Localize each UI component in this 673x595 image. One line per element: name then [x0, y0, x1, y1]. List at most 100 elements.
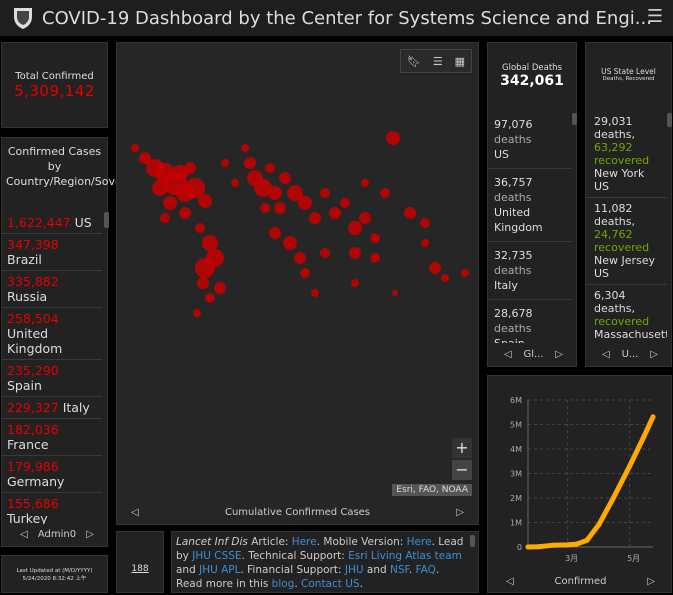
case-bubble[interactable] — [386, 131, 400, 145]
case-bubble[interactable] — [221, 159, 229, 167]
case-bubble[interactable] — [370, 253, 380, 263]
confirmed-list[interactable]: 1,622,447 US 347,398 Brazil 335,882 Russia… — [2, 212, 102, 526]
nsf-link[interactable]: NSF — [389, 564, 409, 576]
case-bubble[interactable] — [244, 157, 256, 169]
case-bubble[interactable] — [349, 247, 361, 259]
country-list-item[interactable]: 347,398 Brazil — [2, 234, 102, 271]
case-bubble[interactable] — [404, 207, 416, 219]
scrollbar[interactable] — [104, 212, 109, 228]
deaths-list[interactable]: 97,076 deaths US 36,757 deaths United Kingd… — [488, 111, 572, 343]
death-list-item[interactable]: 28,678 deathsSpain — [488, 300, 572, 343]
case-bubble[interactable] — [193, 309, 201, 317]
prev-arrow-icon[interactable]: ◁ — [506, 575, 514, 587]
country-list-item[interactable]: 235,290 Spain — [2, 360, 102, 397]
case-bubble[interactable] — [265, 163, 275, 173]
case-bubble[interactable] — [351, 279, 359, 287]
case-bubble[interactable] — [429, 262, 441, 274]
case-bubble[interactable] — [320, 188, 330, 198]
grid-icon[interactable]: ▦ — [454, 54, 466, 68]
esri-link[interactable]: Esri Living Atlas team — [348, 550, 462, 562]
jhu-apl-link[interactable]: JHU APL — [199, 564, 241, 576]
us-state-list[interactable]: 29,031 deaths, 63,292 recovered New York … — [586, 111, 667, 343]
prev-arrow-icon[interactable]: ◁ — [504, 348, 512, 360]
case-bubble[interactable] — [268, 186, 282, 200]
case-bubble[interactable] — [195, 223, 205, 233]
state-list-item[interactable]: 11,082 deaths, 24,762 recovered New Jerse… — [586, 198, 667, 285]
case-bubble[interactable] — [163, 196, 177, 210]
blog-link[interactable]: blog — [271, 578, 295, 590]
case-bubble[interactable] — [197, 277, 209, 289]
case-bubble[interactable] — [205, 293, 215, 303]
zoom-in-button[interactable]: + — [452, 438, 472, 458]
case-bubble[interactable] — [329, 207, 341, 219]
article-link[interactable]: Here — [291, 536, 317, 548]
case-bubble[interactable] — [283, 236, 297, 250]
state-list-item[interactable]: 29,031 deaths, 63,292 recovered New York … — [586, 111, 667, 198]
scrollbar[interactable] — [572, 113, 577, 125]
death-list-item[interactable]: 32,735 deaths Italy — [488, 242, 572, 300]
country-list-item[interactable]: 335,882 Russia — [2, 271, 102, 308]
case-bubble[interactable] — [195, 258, 215, 278]
case-bubble[interactable] — [320, 248, 330, 258]
count-link[interactable]: 188 — [131, 564, 149, 574]
case-bubble[interactable] — [311, 289, 319, 297]
case-bubble[interactable] — [179, 207, 191, 219]
country-list-item[interactable]: 229,327 Italy — [2, 397, 102, 419]
case-bubble[interactable] — [241, 144, 249, 152]
list-icon[interactable]: ☰ — [432, 54, 443, 68]
contact-link[interactable]: Contact US — [301, 578, 360, 590]
next-arrow-icon[interactable]: ▷ — [647, 575, 655, 587]
case-bubble[interactable] — [294, 252, 306, 264]
case-bubble[interactable] — [380, 188, 390, 198]
case-bubble[interactable] — [300, 268, 310, 278]
death-list-item[interactable]: 36,757 deaths United Kingdom — [488, 169, 572, 242]
case-bubble[interactable] — [260, 203, 270, 213]
case-bubble[interactable] — [298, 196, 312, 210]
case-bubble[interactable] — [361, 179, 369, 187]
case-bubble[interactable] — [269, 227, 281, 239]
case-bubble[interactable] — [202, 235, 218, 251]
scrollbar[interactable] — [667, 113, 672, 127]
next-arrow-icon[interactable]: ▷ — [650, 348, 658, 360]
zoom-out-button[interactable]: − — [452, 460, 472, 480]
next-arrow-icon[interactable]: ▷ — [555, 348, 563, 360]
country-list-item[interactable]: 1,622,447 US — [2, 212, 102, 234]
country-list-item[interactable]: 179,986 Germany — [2, 456, 102, 493]
death-list-item[interactable]: 97,076 deaths US — [488, 111, 572, 169]
case-bubble[interactable] — [348, 221, 362, 235]
scrollbar[interactable] — [470, 535, 475, 547]
case-bubble[interactable] — [131, 144, 139, 152]
case-bubble[interactable] — [198, 194, 212, 208]
case-bubble[interactable] — [421, 239, 429, 247]
case-bubble[interactable] — [185, 178, 205, 198]
prev-arrow-icon[interactable]: ◁ — [602, 348, 610, 360]
next-arrow-icon[interactable]: ▷ — [456, 506, 464, 518]
case-bubble[interactable] — [160, 213, 170, 223]
bookmark-icon[interactable]: 🔖︎ — [406, 54, 421, 68]
case-bubble[interactable] — [359, 212, 371, 224]
case-bubble[interactable] — [279, 172, 291, 184]
country-list-item[interactable]: 258,504 United Kingdom — [2, 308, 102, 360]
case-bubble[interactable] — [370, 233, 380, 243]
case-bubble[interactable] — [139, 152, 151, 164]
case-bubble[interactable] — [172, 165, 188, 181]
state-list-item[interactable]: 6,304 deaths, recoveredMassachusetts US — [586, 285, 667, 343]
case-bubble[interactable] — [309, 212, 321, 224]
case-bubble[interactable] — [254, 179, 272, 197]
next-arrow-icon[interactable]: ▷ — [86, 528, 94, 540]
prev-arrow-icon[interactable]: ◁ — [20, 528, 28, 540]
mobile-link[interactable]: Here — [406, 536, 432, 548]
country-list-item[interactable]: 182,036 France — [2, 419, 102, 456]
case-bubble[interactable] — [441, 274, 449, 282]
case-bubble[interactable] — [184, 162, 196, 174]
jhu-link[interactable]: JHU — [344, 564, 364, 576]
hamburger-icon[interactable]: ☰ — [646, 6, 663, 27]
world-map[interactable] — [117, 43, 478, 483]
prev-arrow-icon[interactable]: ◁ — [131, 506, 139, 518]
case-bubble[interactable] — [340, 198, 350, 208]
case-bubble[interactable] — [274, 202, 286, 214]
faq-link[interactable]: FAQ — [415, 564, 436, 576]
case-bubble[interactable] — [152, 180, 168, 196]
jhu-csse-link[interactable]: JHU CSSE — [192, 550, 242, 562]
case-bubble[interactable] — [461, 269, 469, 277]
